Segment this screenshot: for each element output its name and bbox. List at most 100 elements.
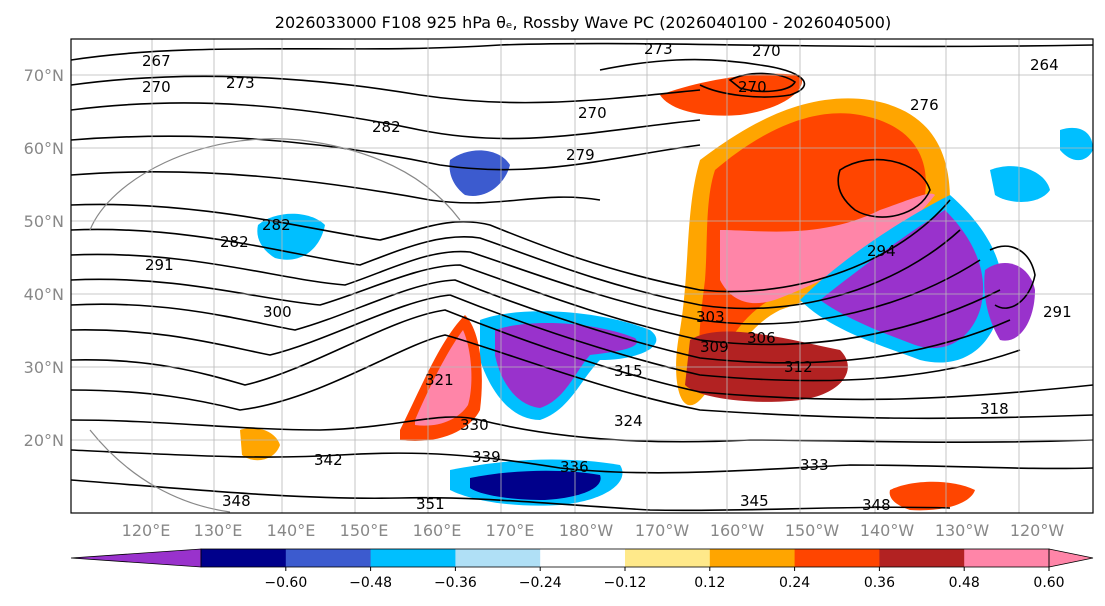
lat-label: 20°N (24, 431, 64, 450)
contour-line (71, 309, 1093, 401)
contour-label: 351 (416, 495, 445, 513)
contour-label: 312 (784, 358, 813, 376)
lon-label: 140°E (267, 521, 316, 540)
contour-label: 315 (614, 362, 643, 380)
contour-label: 282 (220, 233, 249, 251)
colorbar-segment (540, 549, 626, 567)
contour-label: 348 (862, 496, 891, 514)
contour-line (71, 416, 1093, 444)
colorbar-segment (370, 549, 456, 567)
latitude-labels: 70°N 60°N 50°N 40°N 30°N 20°N (24, 66, 64, 450)
contour-label: 270 (752, 42, 781, 60)
lon-label: 160°W (710, 521, 765, 540)
contour-label: 333 (800, 456, 829, 474)
lon-label: 140°W (860, 521, 915, 540)
contour-label: 273 (226, 74, 255, 92)
lon-label: 130°E (194, 521, 243, 540)
lon-label: 130°W (935, 521, 990, 540)
projection-guide-arc (89, 138, 461, 231)
contour-line (71, 228, 961, 310)
contour-label: 309 (700, 338, 729, 356)
contour-line (599, 58, 806, 98)
contour-label: 300 (263, 303, 292, 321)
gridlines (71, 39, 1093, 513)
contour-label: 273 (644, 40, 673, 58)
negative-anomaly-northeast (1060, 127, 1093, 161)
colorbar-tick-label: 0.12 (694, 575, 725, 591)
colorbar-segment (625, 549, 711, 567)
colorbar-segment (794, 549, 880, 567)
colorbar-tick-label: −0.60 (264, 575, 307, 591)
colorbar-segment (201, 549, 287, 567)
lat-label: 50°N (24, 212, 64, 231)
theta-e-contours (71, 42, 1093, 512)
lon-label: 150°E (340, 521, 389, 540)
contour-line (71, 42, 1093, 61)
contour-label: 270 (578, 104, 607, 122)
map-panel: 267 273 270 273 270 270 282 279 282 282 … (70, 38, 1094, 514)
negative-anomaly-central-core (495, 323, 637, 408)
contour-line (728, 72, 797, 93)
contour-labels: 267 273 270 273 270 270 282 279 282 282 … (142, 40, 1072, 514)
longitude-labels: 120°E 130°E 140°E 150°E 160°E 170°E 180°… (122, 521, 1065, 540)
contour-label: 267 (142, 52, 171, 70)
lon-label: 160°E (413, 521, 462, 540)
colorbar-tick-label: −0.24 (519, 575, 562, 591)
contour-label: 276 (910, 96, 939, 114)
contour-label: 345 (740, 492, 769, 510)
contour-label: 339 (472, 448, 501, 466)
colorbar-tick-label: −0.12 (604, 575, 647, 591)
contour-line (837, 158, 931, 218)
lon-label: 170°W (635, 521, 690, 540)
negative-anomaly-alaska (990, 166, 1050, 202)
lat-label: 60°N (24, 139, 64, 158)
contour-label: 270 (142, 78, 171, 96)
contour-label: 306 (747, 329, 776, 347)
projection-guide-arc (89, 429, 231, 513)
contour-line (71, 135, 701, 171)
colorbar-segment (709, 549, 796, 567)
contour-label: 294 (867, 242, 896, 260)
contour-label: 291 (1043, 303, 1072, 321)
positive-anomaly-tropics (240, 428, 280, 461)
contour-label: 348 (222, 492, 251, 510)
negative-anomaly-japan (257, 213, 325, 260)
colorbar-tick-label: 0.48 (949, 575, 980, 591)
contour-line (71, 75, 701, 104)
contour-line (71, 102, 701, 140)
lon-label: 180°W (559, 521, 614, 540)
lat-label: 70°N (24, 66, 64, 85)
contour-line (71, 264, 1001, 346)
contour-line (71, 171, 601, 204)
colorbar-segment (285, 549, 372, 567)
lon-label: 120°E (122, 521, 171, 540)
contour-line (71, 449, 1093, 474)
contour-line (71, 334, 1093, 420)
contour-line (71, 250, 981, 325)
map-frame (70, 38, 1094, 514)
contour-line (989, 245, 1036, 309)
colorbar-tick-label: −0.48 (349, 575, 392, 591)
contour-line (71, 279, 1011, 364)
lon-label: 170°E (486, 521, 535, 540)
contour-line (71, 294, 1021, 382)
colorbar-extend-low (70, 548, 202, 568)
colorbar-tick-label: 0.60 (1033, 575, 1064, 591)
colorbar-segment (455, 549, 541, 567)
contour-line (71, 479, 951, 512)
map-title: 2026033000 F108 925 hPa θₑ, Rossby Wave … (275, 13, 891, 32)
colorbar-segment (879, 549, 965, 567)
contour-label: 336 (560, 458, 589, 476)
colorbar: −0.60 −0.48 −0.36 −0.24 −0.12 0.12 0.24 0.36 0.4… (70, 548, 1094, 591)
contour-label: 264 (1030, 56, 1059, 74)
colorbar-tick-label: 0.24 (779, 575, 810, 591)
contour-label: 282 (262, 216, 291, 234)
contour-label: 321 (425, 371, 454, 389)
contour-label: 291 (145, 256, 174, 274)
positive-anomaly-south-east (889, 481, 975, 511)
colorbar-tick-label: 0.36 (864, 575, 895, 591)
contour-label: 342 (314, 451, 343, 469)
negative-anomaly-kamchatka (449, 150, 510, 196)
colorbar-tick-label: −0.36 (434, 575, 477, 591)
